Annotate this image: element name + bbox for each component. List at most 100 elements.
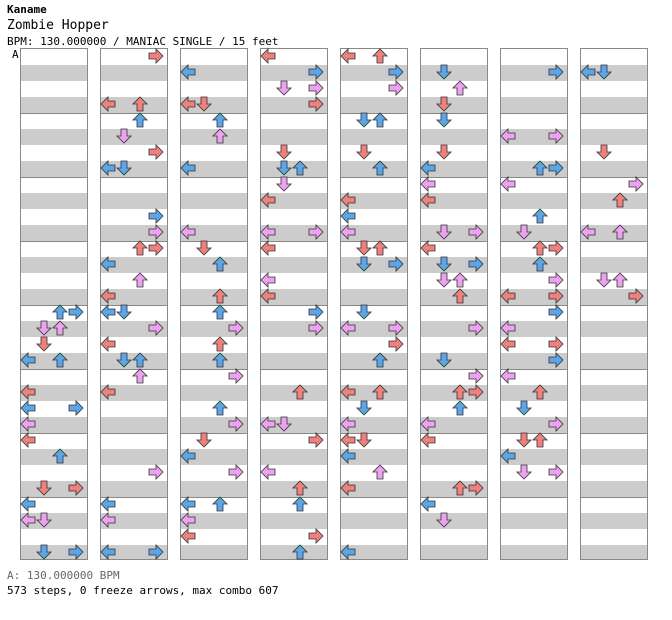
arrow-down xyxy=(356,144,372,160)
measure-line xyxy=(181,497,247,498)
arrow-down xyxy=(436,256,452,272)
measure-line xyxy=(21,497,87,498)
arrow-right xyxy=(68,480,84,496)
measure-line xyxy=(501,177,567,178)
arrow-up xyxy=(612,224,628,240)
arrow-up xyxy=(132,112,148,128)
arrow-down xyxy=(196,432,212,448)
arrow-right xyxy=(308,320,324,336)
arrow-down xyxy=(36,336,52,352)
arrow-up xyxy=(612,272,628,288)
measure-line xyxy=(261,113,327,114)
measure-line xyxy=(581,433,647,434)
arrow-down xyxy=(356,432,372,448)
arrow-right xyxy=(228,320,244,336)
arrow-right xyxy=(228,416,244,432)
footer-stats: 573 steps, 0 freeze arrows, max combo 60… xyxy=(7,584,279,597)
arrow-left xyxy=(20,400,36,416)
arrow-up xyxy=(532,208,548,224)
measure-line xyxy=(501,305,567,306)
arrow-left xyxy=(180,160,196,176)
song-title: Zombie Hopper xyxy=(7,18,109,33)
measure-line xyxy=(21,305,87,306)
measure-line xyxy=(341,369,407,370)
measure-line xyxy=(261,241,327,242)
arrow-down xyxy=(36,480,52,496)
arrow-down xyxy=(356,304,372,320)
arrow-down xyxy=(596,272,612,288)
arrow-left xyxy=(180,64,196,80)
arrow-down xyxy=(436,352,452,368)
arrow-right xyxy=(388,256,404,272)
measure-line xyxy=(581,369,647,370)
arrow-down xyxy=(276,80,292,96)
arrow-left xyxy=(100,512,116,528)
arrow-right xyxy=(68,544,84,560)
measure-line xyxy=(261,177,327,178)
arrow-up xyxy=(212,288,228,304)
arrow-down xyxy=(36,544,52,560)
arrow-left xyxy=(260,416,276,432)
arrow-right xyxy=(148,48,164,64)
arrow-right xyxy=(548,288,564,304)
measure-line xyxy=(581,241,647,242)
arrow-down xyxy=(436,224,452,240)
arrow-up xyxy=(292,480,308,496)
arrow-down xyxy=(276,176,292,192)
measure-line xyxy=(21,241,87,242)
measure-line xyxy=(581,113,647,114)
arrow-down xyxy=(356,112,372,128)
measure-line xyxy=(421,497,487,498)
arrow-up xyxy=(452,400,468,416)
measure-line xyxy=(341,177,407,178)
arrow-down xyxy=(436,96,452,112)
arrow-up xyxy=(292,496,308,512)
arrow-layer xyxy=(580,64,644,304)
arrow-right xyxy=(148,544,164,560)
arrow-right xyxy=(548,128,564,144)
arrow-right xyxy=(308,64,324,80)
arrow-right xyxy=(308,304,324,320)
measure-line xyxy=(101,113,167,114)
arrow-left xyxy=(500,368,516,384)
measure-line xyxy=(21,433,87,434)
arrow-right xyxy=(548,64,564,80)
arrow-left xyxy=(180,224,196,240)
arrow-right xyxy=(548,464,564,480)
measure-line xyxy=(181,433,247,434)
arrow-up xyxy=(212,112,228,128)
arrow-down xyxy=(516,432,532,448)
arrow-left xyxy=(420,176,436,192)
arrow-right xyxy=(628,288,644,304)
arrow-left xyxy=(100,384,116,400)
measure-line xyxy=(101,177,167,178)
arrow-right xyxy=(388,320,404,336)
arrow-down xyxy=(436,512,452,528)
chart-meta: BPM: 130.000000 / MANIAC SINGLE / 15 fee… xyxy=(7,35,279,48)
arrow-up xyxy=(452,384,468,400)
arrow-up xyxy=(372,48,388,64)
arrow-left xyxy=(100,304,116,320)
arrow-up xyxy=(372,112,388,128)
arrow-left xyxy=(180,512,196,528)
chart-column xyxy=(420,48,488,560)
measure-line xyxy=(421,113,487,114)
measure-line xyxy=(421,433,487,434)
arrow-up xyxy=(52,448,68,464)
arrow-up xyxy=(52,320,68,336)
measure-line xyxy=(261,305,327,306)
arrow-left xyxy=(420,432,436,448)
arrow-right xyxy=(548,160,564,176)
arrow-left xyxy=(260,224,276,240)
arrow-left xyxy=(420,192,436,208)
measure-line xyxy=(341,241,407,242)
arrow-left xyxy=(340,320,356,336)
measure-line xyxy=(261,497,327,498)
arrow-down xyxy=(356,400,372,416)
arrow-right xyxy=(468,368,484,384)
arrow-right xyxy=(388,336,404,352)
measure-line xyxy=(261,433,327,434)
arrow-up xyxy=(212,304,228,320)
arrow-left xyxy=(180,528,196,544)
measure-line xyxy=(501,433,567,434)
